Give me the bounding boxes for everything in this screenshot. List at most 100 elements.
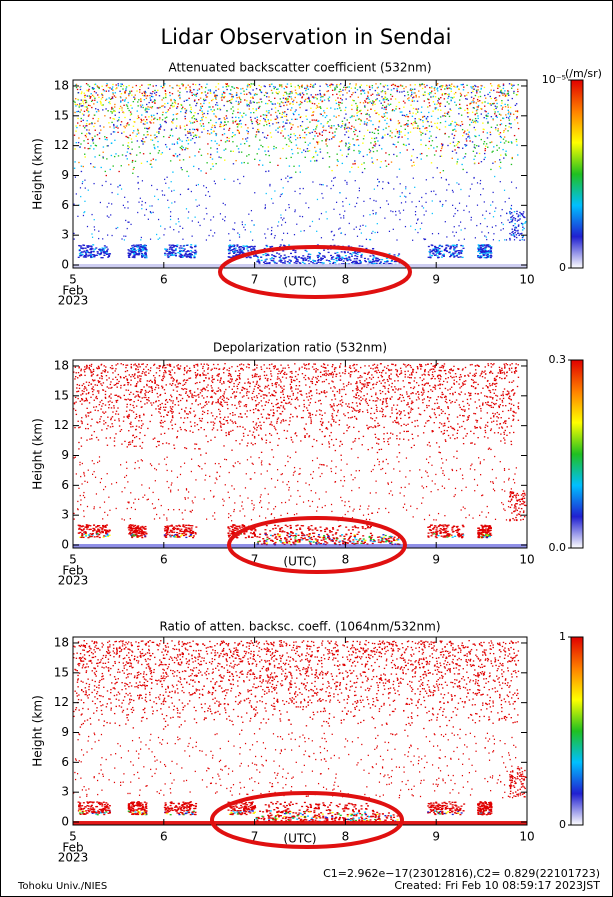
speckle (95, 436, 98, 439)
speckle (221, 96, 223, 98)
speckle (482, 131, 484, 133)
speckle (428, 98, 430, 101)
speckle (298, 87, 301, 89)
speckle (285, 143, 288, 146)
speckle (233, 245, 236, 248)
speckle (483, 140, 486, 143)
speckle (117, 382, 119, 385)
speckle (338, 392, 341, 394)
speckle (160, 153, 162, 155)
speckle (239, 248, 242, 250)
speckle (483, 371, 485, 373)
speckle (369, 197, 371, 200)
speckle (406, 91, 409, 93)
speckle (210, 229, 212, 231)
speckle (479, 95, 482, 98)
speckle (395, 128, 398, 131)
speckle (126, 151, 129, 153)
speckle (240, 143, 242, 145)
speckle (273, 145, 275, 148)
speckle (426, 155, 428, 157)
speckle (301, 92, 304, 94)
speckle (465, 144, 468, 146)
speckle (459, 221, 462, 223)
speckle (203, 128, 205, 130)
speckle (487, 256, 490, 259)
speckle (183, 383, 186, 386)
speckle (304, 428, 306, 431)
speckle (371, 100, 374, 102)
speckle (461, 123, 464, 126)
speckle (142, 119, 145, 121)
speckle (463, 86, 465, 88)
speckle (376, 150, 378, 152)
speckle (179, 225, 181, 227)
speckle (135, 84, 138, 87)
speckle (500, 154, 502, 156)
speckle (339, 192, 341, 194)
speckle (134, 98, 136, 101)
speckle (265, 258, 268, 260)
speckle (327, 98, 330, 100)
speckle (299, 193, 301, 195)
speckle (182, 245, 185, 247)
speckle (177, 252, 180, 254)
speckle (252, 83, 254, 85)
speckle (191, 220, 193, 222)
speckle (402, 143, 405, 146)
speckle (327, 85, 329, 88)
speckle (191, 137, 194, 140)
speckle (100, 257, 103, 259)
speckle (495, 394, 497, 397)
speckle (77, 141, 80, 144)
speckle (397, 380, 399, 382)
speckle (100, 98, 103, 100)
speckle (111, 106, 113, 109)
speckle (476, 144, 478, 147)
speckle (376, 257, 379, 260)
speckle (516, 213, 518, 215)
speckle (372, 213, 374, 215)
speckle (129, 111, 132, 113)
speckle (254, 136, 257, 138)
speckle (329, 119, 331, 121)
speckle (480, 113, 483, 115)
speckle (436, 88, 438, 90)
speckle (435, 193, 437, 196)
speckle (344, 370, 347, 373)
speckle (398, 136, 400, 138)
speckle (113, 155, 116, 158)
speckle (451, 83, 453, 85)
speckle (484, 249, 487, 251)
speckle (295, 92, 298, 95)
speckle (213, 109, 215, 111)
speckle (487, 146, 489, 148)
speckle (169, 215, 172, 218)
speckle (132, 132, 134, 134)
speckle (192, 83, 194, 85)
speckle (467, 112, 470, 114)
speckle (440, 143, 443, 145)
speckle (98, 253, 101, 255)
speckle (172, 171, 174, 173)
speckle (135, 154, 138, 156)
speckle (463, 415, 465, 417)
speckle (220, 156, 222, 159)
speckle (517, 230, 519, 232)
footer-constants: C1=2.962e−17(23012816),C2= 0.829(2210172… (323, 867, 600, 880)
speckle (77, 110, 80, 113)
speckle (431, 125, 433, 128)
speckle (301, 96, 304, 98)
speckle (385, 127, 387, 129)
speckle (241, 251, 244, 253)
speckle (242, 87, 244, 90)
speckle (265, 237, 267, 239)
speckle (381, 410, 384, 413)
speckle (504, 90, 506, 92)
speckle (84, 94, 86, 97)
speckle (76, 103, 79, 106)
speckle (206, 96, 209, 98)
speckle (226, 85, 229, 87)
speckle (252, 97, 254, 99)
